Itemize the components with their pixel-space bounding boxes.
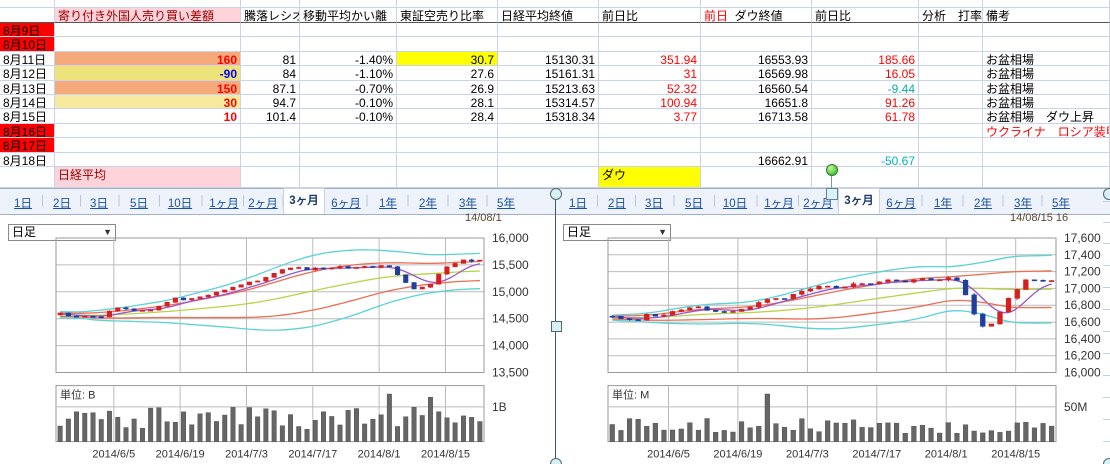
svg-text:2014/6/5: 2014/6/5 xyxy=(92,449,135,461)
svg-text:2014/8/15: 2014/8/15 xyxy=(991,449,1040,461)
svg-text:2014/7/17: 2014/7/17 xyxy=(288,449,337,461)
svg-text:2014/8/15: 2014/8/15 xyxy=(421,449,470,461)
svg-text:単位: M: 単位: M xyxy=(612,388,649,402)
svg-text:50M: 50M xyxy=(1064,400,1087,414)
svg-text:2014/8/1: 2014/8/1 xyxy=(925,449,968,461)
svg-text:2014/6/19: 2014/6/19 xyxy=(156,449,205,461)
svg-text:2014/7/3: 2014/7/3 xyxy=(786,449,829,461)
svg-text:17,400: 17,400 xyxy=(1064,248,1101,262)
svg-text:16,600: 16,600 xyxy=(1064,315,1101,329)
svg-text:2014/6/5: 2014/6/5 xyxy=(647,449,690,461)
svg-text:17,600: 17,600 xyxy=(1064,231,1101,245)
svg-text:15,000: 15,000 xyxy=(492,285,529,299)
svg-text:16,000: 16,000 xyxy=(1064,366,1101,380)
svg-text:14,500: 14,500 xyxy=(492,312,529,326)
svg-text:1B: 1B xyxy=(492,400,507,414)
svg-text:2014/7/17: 2014/7/17 xyxy=(852,449,901,461)
svg-text:16,400: 16,400 xyxy=(1064,332,1101,346)
svg-text:2014/7/3: 2014/7/3 xyxy=(225,449,268,461)
svg-text:16,000: 16,000 xyxy=(492,231,529,245)
svg-text:17,200: 17,200 xyxy=(1064,265,1101,279)
svg-text:14,000: 14,000 xyxy=(492,339,529,353)
svg-text:17,000: 17,000 xyxy=(1064,281,1101,295)
svg-text:16,200: 16,200 xyxy=(1064,349,1101,363)
svg-text:2014/8/1: 2014/8/1 xyxy=(358,449,401,461)
svg-text:15,500: 15,500 xyxy=(492,258,529,272)
svg-text:単位: B: 単位: B xyxy=(60,388,95,402)
svg-text:13,500: 13,500 xyxy=(492,366,529,380)
svg-text:16,800: 16,800 xyxy=(1064,298,1101,312)
svg-text:2014/6/19: 2014/6/19 xyxy=(713,449,762,461)
